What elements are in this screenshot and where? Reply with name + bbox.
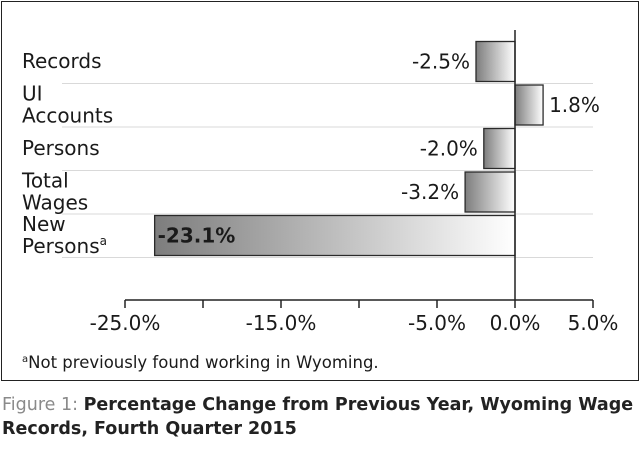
gridlines	[62, 83, 593, 258]
bar	[475, 40, 516, 83]
category-label: UI Accounts	[22, 82, 113, 128]
category-label-line: New	[22, 212, 66, 236]
category-label: Total Wages	[21, 169, 88, 215]
category-label: Records	[22, 49, 102, 73]
category-label-line: Persons	[22, 234, 100, 258]
x-tick-label: 5.0%	[568, 311, 619, 335]
axes	[124, 30, 594, 308]
caption-text: Percentage Change from Previous Year, Wy…	[2, 395, 634, 439]
chart-frame: -2.5% 1.8% -2.0% -3.2% -23.1% Records UI Accoun…	[1, 1, 639, 381]
bar	[153, 214, 516, 257]
x-tick-label: 0.0%	[490, 311, 541, 335]
bar	[483, 127, 516, 170]
labels: -2.5% 1.8% -2.0% -3.2% -23.1% Records UI Accoun…	[21, 49, 618, 335]
data-label: -2.0%	[420, 137, 478, 161]
data-label: -23.1%	[158, 224, 236, 248]
bar	[464, 171, 516, 213]
figure-caption: Figure 1: Percentage Change from Previou…	[2, 393, 638, 441]
category-label: Persons	[22, 136, 100, 160]
footnote-marker: a	[22, 354, 29, 365]
category-label: New Personsa	[22, 212, 107, 258]
category-label-sup: a	[100, 234, 107, 248]
footnote: aNot previously found working in Wyoming…	[22, 353, 379, 372]
data-label: 1.8%	[549, 93, 600, 117]
data-label: -3.2%	[401, 180, 459, 204]
category-label-line: Wages	[22, 191, 88, 215]
footnote-text: Not previously found working in Wyoming.	[28, 353, 379, 372]
x-tick-label: -25.0%	[90, 311, 161, 335]
x-tick-label: -15.0%	[246, 311, 317, 335]
category-label-line: Total	[21, 169, 69, 193]
category-label-line: Records	[22, 49, 102, 73]
caption-lead: Figure 1:	[2, 395, 84, 415]
bar-chart: -2.5% 1.8% -2.0% -3.2% -23.1% Records UI Accoun…	[21, 30, 618, 335]
data-label: -2.5%	[412, 50, 470, 74]
category-label-line: Accounts	[22, 104, 113, 128]
x-tick-label: -5.0%	[408, 311, 466, 335]
category-label-line: Persons	[22, 136, 100, 160]
bar	[514, 84, 544, 126]
category-label-line: UI	[22, 82, 43, 106]
